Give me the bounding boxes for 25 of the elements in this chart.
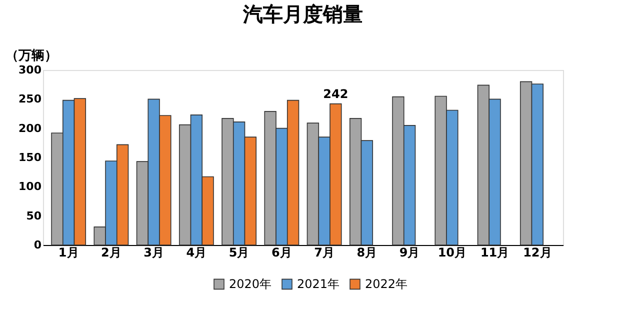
x-tick-label: 1月 [58, 246, 79, 260]
chart-title: 汽车月度销量 [242, 2, 363, 26]
y-tick-label: 250 [18, 92, 42, 106]
x-tick-label: 8月 [356, 246, 378, 260]
y-tick-label: 300 [18, 64, 42, 76]
x-tick-label: 5月 [228, 246, 250, 260]
y-tick-label: 150 [18, 151, 42, 164]
y-tick-label: 100 [18, 180, 42, 194]
x-tick-label: 10月 [438, 246, 467, 260]
y-tick-label: 50 [26, 209, 42, 222]
y-axis-title: （万辆） [6, 48, 58, 64]
x-tick-label: 3月 [144, 246, 164, 260]
legend-label: 2021年 [297, 277, 340, 292]
x-tick-label: 11月 [480, 246, 510, 260]
x-tick-label: 9月 [399, 246, 420, 260]
data-label: 242 [323, 86, 348, 101]
x-tick-label: 4月 [186, 246, 207, 260]
x-tick-label: 2月 [101, 246, 122, 260]
y-tick-label: 0 [34, 238, 42, 252]
x-tick-label: 12月 [523, 246, 552, 260]
y-tick-label: 200 [18, 122, 42, 135]
legend-label: 2020年 [229, 277, 272, 292]
x-tick-label: 7月 [314, 246, 334, 260]
x-tick-label: 6月 [272, 246, 292, 260]
legend-label: 2022年 [365, 277, 408, 292]
